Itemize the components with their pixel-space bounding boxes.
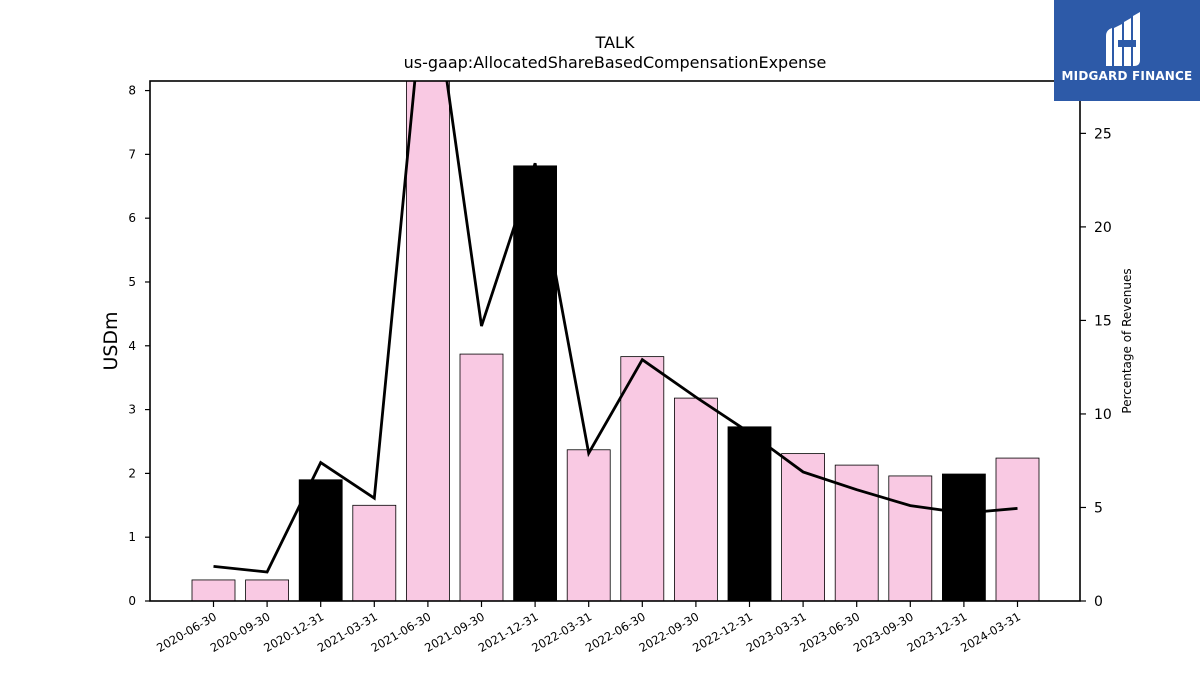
bar-2022-06-30 <box>620 356 665 601</box>
y-right-tick-label: 5 <box>1094 500 1103 516</box>
right-axis: 0 5 10 15 20 25 <box>1080 126 1112 610</box>
x-axis: 2020-06-302020-09-302020-12-312021-03-31… <box>154 601 1023 655</box>
bar-2021-06-30 <box>405 81 450 601</box>
y-axis-label: USDm <box>100 311 122 370</box>
bar-2022-09-30 <box>674 397 718 601</box>
x-tick-label: 2022-09-30 <box>637 609 702 655</box>
x-tick-label: 2023-06-30 <box>797 609 862 655</box>
brand-name: MIDGARD FINANCE <box>1061 69 1193 83</box>
bar-2024-03-31 <box>995 457 1040 601</box>
x-tick-label: 2020-09-30 <box>208 609 273 655</box>
x-tick-label: 2021-03-31 <box>315 609 380 655</box>
y-right-tick-label: 15 <box>1094 313 1112 329</box>
bar-2023-09-30 <box>888 475 933 601</box>
y-tick-label: 2 <box>128 466 136 480</box>
x-tick-label: 2024-03-31 <box>958 609 1023 655</box>
x-tick-label: 2020-12-31 <box>261 609 326 655</box>
y-tick-label: 6 <box>128 211 136 225</box>
y-tick-label: 5 <box>128 275 136 289</box>
y-tick-label: 4 <box>128 339 136 353</box>
x-tick-label: 2021-06-30 <box>369 609 434 655</box>
x-tick-label: 2021-09-30 <box>422 609 487 655</box>
y-right-tick-label: 10 <box>1094 407 1112 423</box>
bar-2022-03-31 <box>566 449 611 601</box>
bar-2023-06-30 <box>834 464 879 601</box>
bar-2020-06-30 <box>191 579 236 601</box>
y-tick-label: 8 <box>128 84 136 98</box>
y-tick-label: 7 <box>128 147 136 161</box>
bar-2021-03-31 <box>352 504 397 601</box>
x-tick-label: 2023-09-30 <box>851 609 916 655</box>
bar-2020-12-31 <box>298 479 343 601</box>
line-series <box>213 81 1018 574</box>
left-axis: 0 1 2 3 4 5 6 7 8 <box>128 84 150 608</box>
y-tick-label: 1 <box>128 530 136 544</box>
midgard-logo-icon <box>1106 12 1140 66</box>
revenue-percentage-line <box>213 81 1018 574</box>
bar-2023-12-31 <box>942 473 986 601</box>
x-tick-label: 2022-06-30 <box>583 609 648 655</box>
x-tick-label: 2020-06-30 <box>154 609 219 655</box>
x-tick-label: 2021-12-31 <box>476 609 541 655</box>
bar-series <box>191 81 1040 601</box>
midgard-logo: MIDGARD FINANCE <box>1054 0 1200 101</box>
y-right-tick-label: 20 <box>1094 220 1112 236</box>
y-right-tick-label: 0 <box>1094 594 1103 610</box>
y-right-tick-label: 25 <box>1094 126 1112 142</box>
x-tick-label: 2023-03-31 <box>744 609 809 655</box>
bar-2021-12-31 <box>513 165 557 601</box>
x-tick-label: 2022-12-31 <box>690 609 755 655</box>
bar-2021-09-30 <box>459 353 504 601</box>
chart-subtitle: us-gaap:AllocatedShareBasedCompensationE… <box>404 53 827 72</box>
y-tick-label: 0 <box>128 594 136 608</box>
bar-2023-03-31 <box>781 453 825 601</box>
x-tick-label: 2023-12-31 <box>905 609 970 655</box>
chart-title: TALK <box>595 33 635 52</box>
y-tick-label: 3 <box>128 403 136 417</box>
y-axis-right-label: Percentage of Revenues <box>1120 268 1134 413</box>
x-tick-label: 2022-03-31 <box>529 609 594 655</box>
bar-2020-09-30 <box>245 579 290 601</box>
plot-frame <box>149 80 1081 602</box>
bar-2022-12-31 <box>727 426 772 601</box>
